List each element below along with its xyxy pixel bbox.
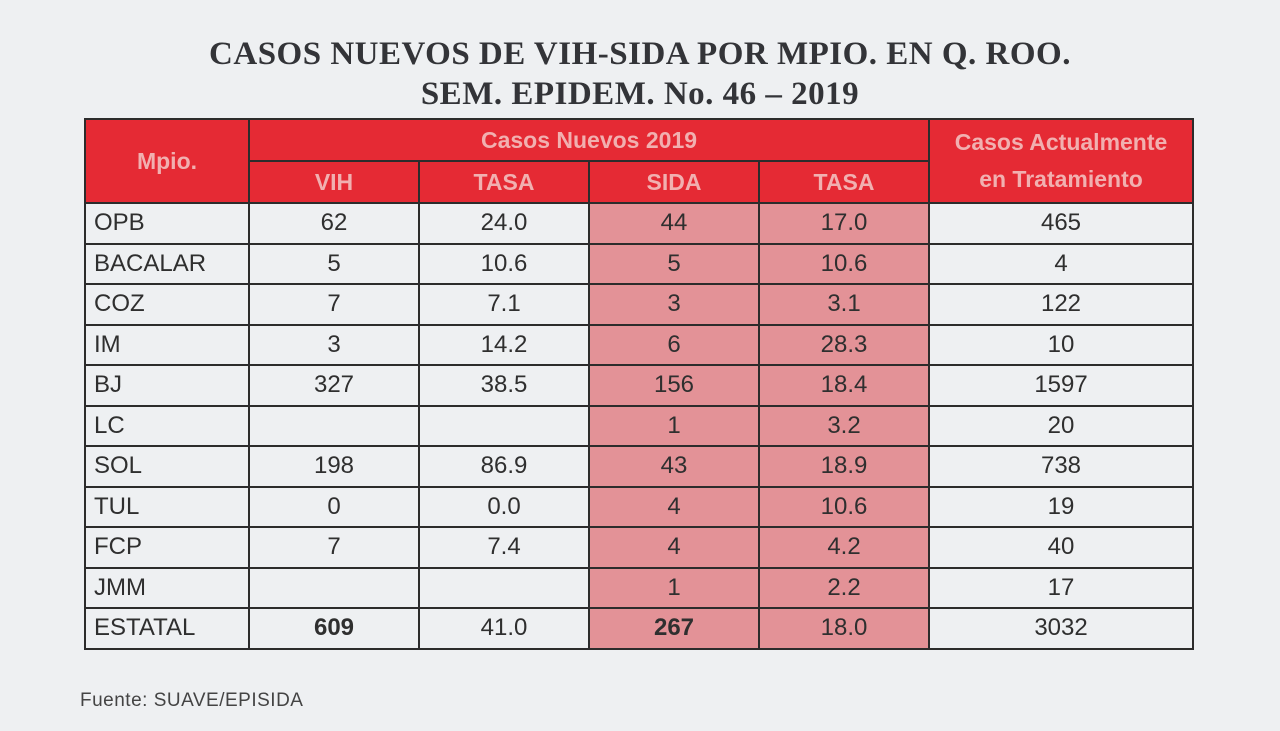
- cell-tratamiento: 122: [928, 283, 1195, 326]
- cell-tasa-sida: 2.2: [757, 566, 931, 609]
- cell-tratamiento: 40: [928, 526, 1195, 569]
- cell-sida: 44: [588, 202, 760, 245]
- cell-tasa-sida: 17.0: [757, 202, 931, 245]
- cell-vih: [248, 404, 420, 447]
- cell-tratamiento: 19: [928, 485, 1195, 528]
- header-tratamiento-line-1: Casos Actualmente: [954, 129, 1168, 155]
- cell-tratamiento: 1597: [928, 364, 1195, 407]
- cell-tratamiento: 10: [928, 323, 1195, 366]
- cell-tasa-sida: 4.2: [757, 526, 931, 569]
- cell-vih: 609: [248, 607, 420, 650]
- cell-sida: 3: [588, 283, 760, 326]
- cell-mpio: OPB: [84, 202, 250, 245]
- cell-sida: 267: [588, 607, 760, 650]
- cell-tasa-vih: 7.4: [418, 526, 590, 569]
- cell-tasa-sida: 28.3: [757, 323, 931, 366]
- table-row: BACALAR 5 10.6 5 10.6 4: [84, 242, 1195, 285]
- cell-tratamiento: 465: [928, 202, 1195, 245]
- table-row: BJ 327 38.5 156 18.4 1597: [84, 364, 1195, 407]
- cell-tratamiento: 17: [928, 566, 1195, 609]
- cell-tasa-vih: 14.2: [418, 323, 590, 366]
- table-row: IM 3 14.2 6 28.3 10: [84, 323, 1195, 366]
- cell-mpio: SOL: [84, 445, 250, 488]
- header-casos-nuevos: Casos Nuevos 2019: [247, 118, 931, 162]
- cell-mpio: FCP: [84, 526, 250, 569]
- cell-vih: [248, 566, 420, 609]
- cell-mpio: JMM: [84, 566, 250, 609]
- cell-vih: 7: [248, 283, 420, 326]
- cell-tasa-vih: 38.5: [418, 364, 590, 407]
- cell-sida: 5: [588, 242, 760, 285]
- header-tratamiento-line-2: en Tratamiento: [979, 166, 1143, 192]
- cell-mpio: COZ: [84, 283, 250, 326]
- cell-tasa-vih: 41.0: [418, 607, 590, 650]
- cell-tasa-vih: [418, 566, 590, 609]
- cell-vih: 7: [248, 526, 420, 569]
- title-line-2: SEM. EPIDEM. No. 46 – 2019: [420, 76, 860, 112]
- cell-mpio: IM: [84, 323, 250, 366]
- cell-sida: 4: [588, 485, 760, 528]
- header-row-1: Mpio. Casos Nuevos 2019 Casos Actualment…: [84, 118, 1195, 204]
- cell-tasa-vih: 86.9: [418, 445, 590, 488]
- cell-vih: 198: [248, 445, 420, 488]
- header-tasa-vih: TASA: [418, 160, 590, 204]
- header-tratamiento: Casos Actualmente en Tratamiento: [928, 118, 1195, 204]
- cell-vih: 3: [248, 323, 420, 366]
- cell-sida: 6: [588, 323, 760, 366]
- cell-tratamiento: 20: [928, 404, 1195, 447]
- cell-tasa-vih: 0.0: [418, 485, 590, 528]
- table-row: COZ 7 7.1 3 3.1 122: [84, 283, 1195, 326]
- table-row: JMM 1 2.2 17: [84, 566, 1195, 609]
- table-row-total: ESTATAL 609 41.0 267 18.0 3032: [84, 607, 1195, 650]
- cell-vih: 62: [248, 202, 420, 245]
- table-row: SOL 198 86.9 43 18.9 738: [84, 445, 1195, 488]
- cell-mpio: ESTATAL: [84, 607, 250, 650]
- cell-mpio: LC: [84, 404, 250, 447]
- cell-tratamiento: 3032: [928, 607, 1195, 650]
- cell-tasa-sida: 18.0: [757, 607, 931, 650]
- cell-tasa-sida: 3.2: [757, 404, 931, 447]
- cell-tasa-vih: 7.1: [418, 283, 590, 326]
- cell-sida: 43: [588, 445, 760, 488]
- document-title: CASOS NUEVOS DE VIH-SIDA POR MPIO. EN Q.…: [0, 34, 1280, 114]
- table-row: TUL 0 0.0 4 10.6 19: [84, 485, 1195, 528]
- table-row: FCP 7 7.4 4 4.2 40: [84, 526, 1195, 569]
- table-row: LC 1 3.2 20: [84, 404, 1195, 447]
- cell-tasa-sida: 10.6: [757, 242, 931, 285]
- cell-vih: 327: [248, 364, 420, 407]
- cell-mpio: BJ: [84, 364, 250, 407]
- cell-sida: 1: [588, 566, 760, 609]
- cell-tasa-sida: 18.4: [757, 364, 931, 407]
- cell-tasa-vih: 10.6: [418, 242, 590, 285]
- cell-sida: 1: [588, 404, 760, 447]
- cell-tratamiento: 4: [928, 242, 1195, 285]
- header-vih: VIH: [248, 160, 420, 204]
- source-note: Fuente: SUAVE/EPISIDA: [80, 690, 304, 711]
- cell-mpio: TUL: [84, 485, 250, 528]
- cell-tasa-sida: 10.6: [757, 485, 931, 528]
- cell-sida: 4: [588, 526, 760, 569]
- cell-vih: 5: [248, 242, 420, 285]
- header-row-2: VIH TASA SIDA TASA: [85, 160, 1193, 204]
- header-tasa-sida: TASA: [757, 160, 931, 204]
- cell-sida: 156: [588, 364, 760, 407]
- table-row: OPB 62 24.0 44 17.0 465: [84, 202, 1195, 245]
- cell-tasa-sida: 3.1: [757, 283, 931, 326]
- header-sida: SIDA: [588, 160, 760, 204]
- title-line-1: CASOS NUEVOS DE VIH-SIDA POR MPIO. EN Q.…: [209, 36, 1071, 72]
- cell-tratamiento: 738: [928, 445, 1195, 488]
- cell-mpio: BACALAR: [84, 242, 250, 285]
- cases-table: Mpio. Casos Nuevos 2019 Casos Actualment…: [84, 118, 1195, 650]
- cell-tasa-vih: [418, 404, 590, 447]
- cell-vih: 0: [248, 485, 420, 528]
- header-mpio: Mpio.: [84, 118, 250, 204]
- cell-tasa-sida: 18.9: [757, 445, 931, 488]
- cell-tasa-vih: 24.0: [418, 202, 590, 245]
